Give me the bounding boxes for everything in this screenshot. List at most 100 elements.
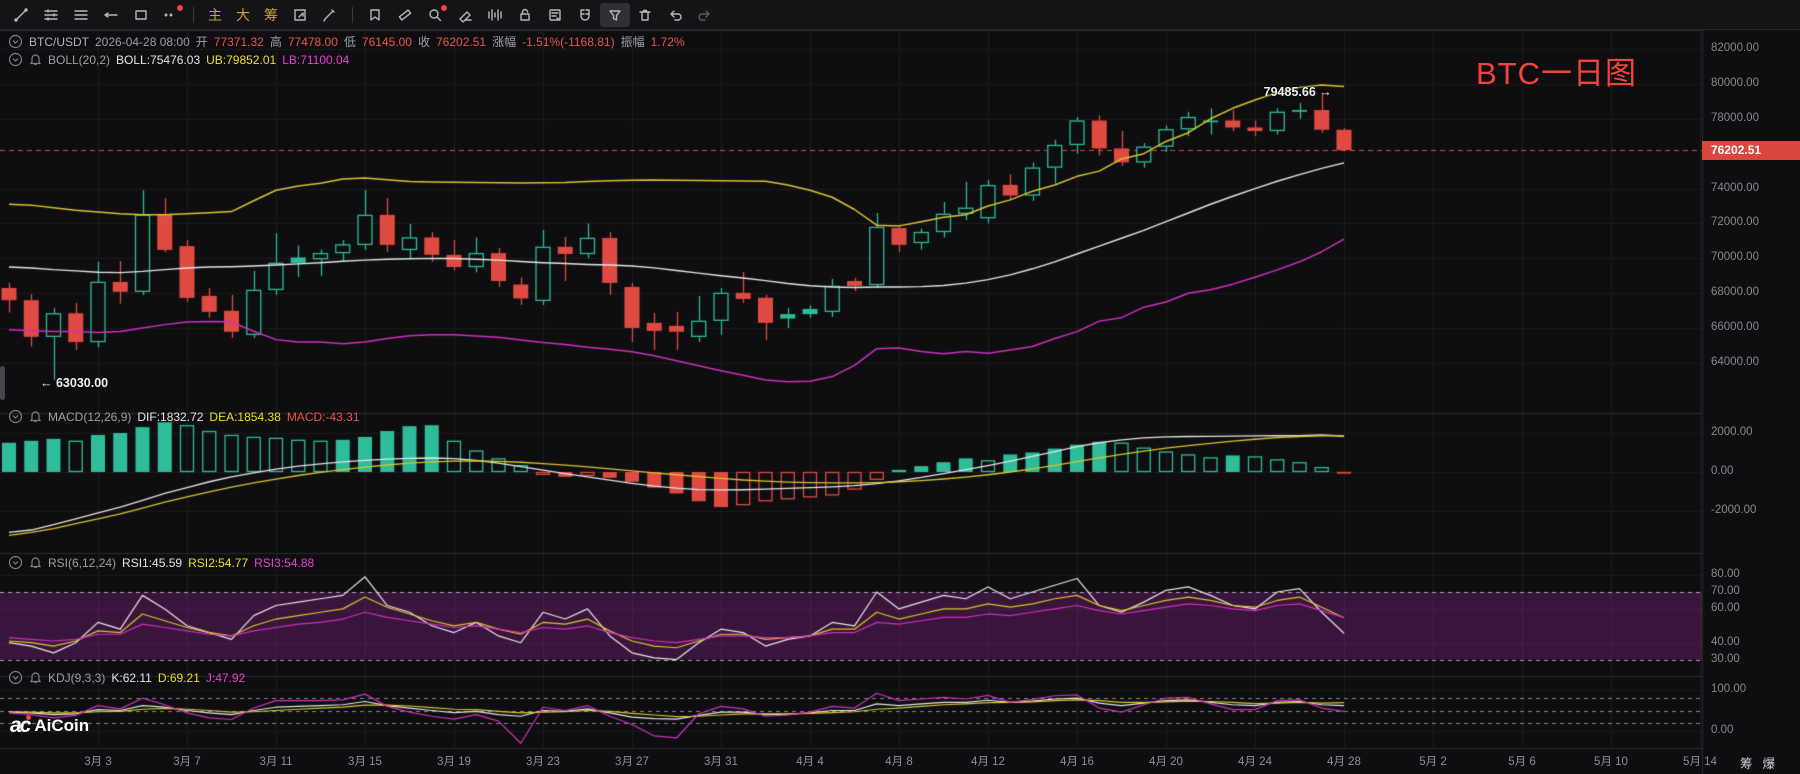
axis-tick-label: 0.00 [1711,465,1734,477]
alert-bell-icon[interactable] [29,556,42,570]
high-value: 77478.00 [287,34,338,49]
rsi1-value: RSI1:45.59 [122,555,183,570]
chart-title: BTC一日图 [1476,56,1637,91]
corner-tools: 筹 爆 [1740,753,1775,772]
marked-low-annotation: ← 63030.00 [40,375,109,390]
redo-icon[interactable] [690,3,720,27]
trend-line-icon[interactable] [6,3,36,27]
boll-name[interactable]: BOLL(20,2) [48,52,111,67]
tab-main-chart[interactable]: 主 [208,6,222,23]
time-tick-label: 3月 31 [704,756,738,768]
time-tick-label: 4月 20 [1149,756,1183,768]
close-value: 76202.51 [436,34,487,49]
low-label: 低 [343,35,356,49]
time-tick-label: 5月 6 [1508,756,1536,768]
ruler-icon[interactable] [390,3,420,27]
time-tick-label: 5月 10 [1594,756,1628,768]
macd-legend: MACD(12,26,9) DIF:1832.72 DEA:1854.38 MA… [8,409,360,424]
low-value: 76145.00 [361,34,412,49]
amplitude-label: 振幅 [620,35,645,49]
time-tick-label: 3月 19 [437,756,471,768]
collapse-chevron-icon[interactable] [8,670,23,685]
time-tick-label: 4月 12 [971,756,1005,768]
liquidation-button[interactable]: 爆 [1762,757,1776,771]
axis-tick-label: 78000.00 [1711,111,1759,124]
rectangle-icon[interactable] [126,3,156,27]
time-tick-label: 3月 3 [84,756,112,768]
alert-bell-icon[interactable] [29,53,42,67]
alert-bell-icon[interactable] [29,671,42,685]
time-tick-label: 3月 15 [348,756,382,768]
kdj-k-value: K:62.11 [111,670,152,685]
more-drawings-icon[interactable] [156,3,186,27]
collapse-chevron-icon[interactable] [8,409,23,424]
time-tick-label: 5月 14 [1683,756,1717,768]
time-tick-label: 4月 4 [796,756,824,768]
axis-tick-label: 68000.00 [1711,286,1759,299]
order-note-icon[interactable] [540,3,570,27]
high-label: 高 [269,35,282,49]
axis-tick-label: -2000.00 [1711,504,1757,516]
tab-chips[interactable]: 筹 [264,6,278,23]
filter-icon[interactable] [600,2,630,27]
pane-layout-icon[interactable] [285,3,315,27]
tab-large-chart[interactable]: 大 [236,6,250,23]
axis-tick-label: 66000.00 [1711,321,1759,334]
change-label: 涨幅 [492,35,517,49]
close-label: 收 [417,35,430,49]
time-tick-label: 4月 24 [1238,756,1272,768]
last-price-badge[interactable]: 76202.51 [1702,141,1800,161]
collapse-chevron-icon[interactable] [8,34,23,49]
amplitude-value: 1.72% [650,34,685,49]
toolbar-divider [352,6,353,23]
horizontal-ray-icon[interactable] [96,3,126,27]
lines-icon[interactable] [66,3,96,27]
chips-button[interactable]: 筹 [1740,757,1753,771]
waveband-icon[interactable] [480,3,510,27]
axis-tick-label: 74000.00 [1711,181,1759,194]
collapse-chevron-icon[interactable] [8,52,23,67]
bookmark-icon[interactable] [360,3,390,27]
lock-icon[interactable] [510,3,540,27]
rsi-name[interactable]: RSI(6,12,24) [48,555,117,570]
kdj-j-value: J:47.92 [205,670,246,685]
axis-tick-label: 82000.00 [1711,42,1759,54]
kdj-d-value: D:69.21 [157,670,200,685]
kdj-name[interactable]: KDJ(9,3,3) [48,670,106,685]
undo-icon[interactable] [660,3,690,27]
axis-tick-label: 64000.00 [1711,355,1759,368]
pane-scroll-handle[interactable] [0,366,5,400]
time-tick-label: 4月 16 [1060,756,1094,768]
aicoin-logo: ac AiCoin [10,714,90,737]
rsi2-value: RSI2:54.77 [188,555,249,570]
macd-dea-value: DEA:1854.38 [209,409,281,424]
time-tick-label: 3月 7 [173,756,201,768]
collapse-chevron-icon[interactable] [8,555,23,570]
open-value: 77371.32 [213,34,264,49]
axis-tick-label: 0.00 [1711,724,1734,736]
boll-mid-value: BOLL:75476.03 [116,52,201,67]
main-legend: BTC/USDT 2026-04-28 08:00 开 77371.32 高 774… [8,33,685,50]
axis-tick-label: 70.00 [1711,585,1740,597]
macd-name[interactable]: MACD(12,26,9) [48,409,132,424]
brush-icon[interactable] [315,3,345,27]
axis-tick-label: 80.00 [1711,568,1740,581]
time-tick-label: 5月 2 [1419,756,1447,768]
trash-icon[interactable] [630,3,660,27]
symbol-name[interactable]: BTC/USDT [29,34,89,49]
time-tick-label: 4月 8 [885,756,913,768]
indicator-list-icon[interactable] [36,3,66,27]
rsi-legend: RSI(6,12,24) RSI1:45.59 RSI2:54.77 RSI3:… [8,555,314,570]
candle-time: 2026-04-28 08:00 [95,34,190,49]
magnet-icon[interactable] [570,3,600,27]
boll-ub-value: UB:79852.01 [206,52,277,67]
toolbar-divider [193,6,194,23]
zoom-icon[interactable] [420,3,450,27]
rsi3-value: RSI3:54.88 [254,555,315,570]
eraser-icon[interactable] [450,3,480,27]
macd-hist-value: MACD:-43.31 [286,409,360,424]
alert-bell-icon[interactable] [29,410,42,424]
